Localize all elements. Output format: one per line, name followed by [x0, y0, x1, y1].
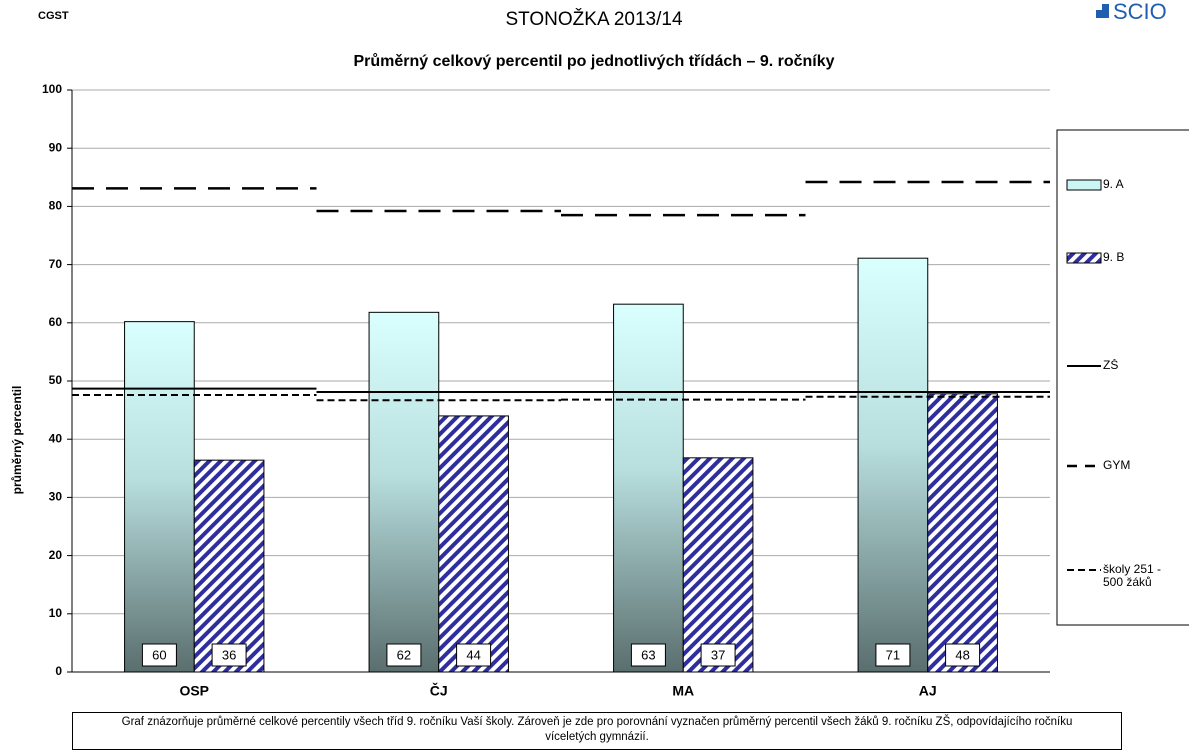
value-label-box	[875, 643, 911, 667]
legend-entry: 9. B	[1103, 251, 1125, 264]
y-tick-label: 70	[49, 257, 63, 271]
bar	[857, 257, 929, 673]
legend-label: 9. A	[1103, 178, 1124, 191]
x-tick-label: AJ	[919, 683, 937, 699]
y-axis-label: průměrný percentil	[10, 386, 24, 495]
bar	[927, 393, 998, 673]
value-label-box	[141, 643, 177, 667]
x-tick-label: ČJ	[430, 682, 448, 699]
value-label: 44	[466, 647, 480, 662]
y-tick-label: 10	[49, 606, 63, 620]
value-label-box	[700, 643, 736, 667]
legend-label: GYM	[1103, 459, 1131, 472]
legend-swatch	[1066, 179, 1102, 191]
bar	[613, 303, 684, 673]
logo-icon-cut	[1096, 4, 1102, 10]
logo: SCIO	[1113, 0, 1167, 24]
value-label-box	[211, 643, 247, 667]
y-tick-label: 60	[49, 315, 63, 329]
y-tick-label: 30	[49, 490, 63, 504]
y-tick-label: 90	[49, 140, 63, 154]
x-tick-label: MA	[672, 683, 694, 699]
value-label: 71	[886, 647, 900, 662]
chart-title: STONOŽKA 2013/14	[505, 8, 683, 30]
chart-subtitle: Průměrný celkový percentil po jednotlivý…	[353, 53, 834, 70]
legend-entry: GYM	[1103, 459, 1131, 472]
legend	[1056, 129, 1189, 626]
y-tick-label: 80	[49, 199, 63, 213]
bar	[193, 459, 265, 673]
legend-entry: 9. A	[1103, 178, 1124, 191]
y-tick-label: 100	[42, 82, 62, 96]
value-label-box	[456, 643, 492, 667]
value-label: 48	[955, 647, 969, 662]
value-label: 62	[397, 647, 411, 662]
value-label-box	[630, 643, 666, 667]
bar	[682, 457, 754, 673]
y-tick-label: 40	[49, 431, 63, 445]
value-label: 37	[711, 647, 725, 662]
bar	[438, 415, 509, 673]
legend-entry: ZŠ	[1103, 359, 1119, 372]
legend-label: 9. B	[1103, 251, 1125, 264]
value-label-box	[945, 643, 981, 667]
org: CGST	[38, 10, 69, 22]
bar	[124, 321, 195, 673]
value-label-box	[386, 643, 422, 667]
legend-label: školy 251 - 500 žáků	[1103, 563, 1162, 589]
value-label: 60	[152, 647, 166, 662]
y-tick-label: 50	[49, 373, 63, 387]
y-tick-label: 20	[49, 548, 63, 562]
value-label: 36	[222, 647, 236, 662]
x-tick-label: OSP	[179, 683, 209, 699]
bar	[368, 311, 440, 673]
legend-swatch	[1066, 252, 1102, 264]
y-tick-label: 0	[55, 664, 62, 678]
value-label: 63	[641, 647, 655, 662]
legend-label: ZŠ	[1103, 359, 1119, 372]
note: Graf znázorňuje průměrné celkové percent…	[72, 712, 1122, 750]
legend-entry: školy 251 - 500 žáků	[1103, 563, 1162, 589]
